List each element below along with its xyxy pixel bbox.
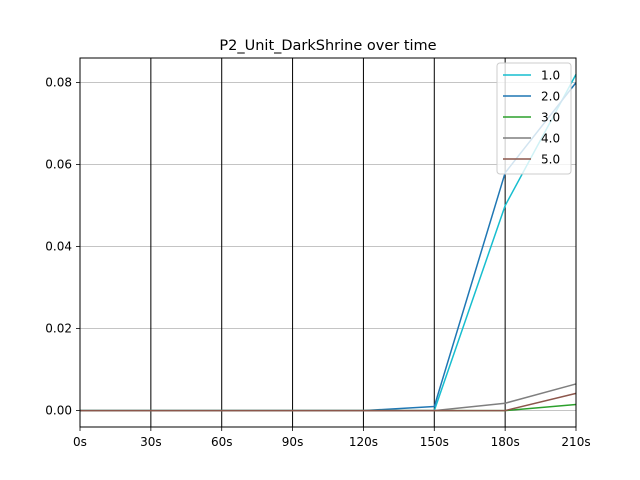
legend-label-3.0: 3.0 — [541, 111, 560, 125]
legend: 1.0 2.0 3.0 4.0 5.0 — [496, 62, 572, 175]
plot-frame — [79, 57, 577, 428]
y-tick-label-4: 0.08 — [45, 76, 72, 90]
series-lines — [80, 74, 577, 412]
y-tick-label-3: 0.06 — [45, 158, 72, 172]
legend-box — [496, 62, 572, 175]
x-tick-label-2: 60s — [211, 435, 233, 449]
series-line-4.0 — [80, 383, 577, 412]
legend-label-5.0: 5.0 — [541, 153, 560, 167]
legend-label-4.0: 4.0 — [541, 132, 560, 146]
x-tick-label-4: 120s — [349, 435, 378, 449]
y-tick-label-1: 0.02 — [45, 322, 72, 336]
x-tick-label-5: 150s — [420, 435, 449, 449]
y-tick-label-0: 0.00 — [45, 404, 72, 418]
x-tick-label-3: 90s — [282, 435, 304, 449]
series-line-5.0 — [80, 392, 577, 412]
series-line-3.0 — [80, 403, 577, 412]
chart-title: P2_Unit_DarkShrine over time — [219, 38, 436, 54]
x-axis-ticks: 0s 30s 60s 90s 120s 150s 180s 210s — [73, 427, 591, 449]
x-tick-label-7: 210s — [561, 435, 590, 449]
x-tick-label-0: 0s — [73, 435, 87, 449]
legend-label-2.0: 2.0 — [541, 90, 560, 104]
legend-label-1.0: 1.0 — [541, 69, 560, 83]
y-axis-ticks: 0.00 0.02 0.04 0.06 0.08 — [45, 76, 80, 418]
y-tick-label-2: 0.04 — [45, 240, 72, 254]
x-tick-label-6: 180s — [491, 435, 520, 449]
x-tick-label-1: 30s — [140, 435, 162, 449]
time-markers — [150, 58, 506, 427]
